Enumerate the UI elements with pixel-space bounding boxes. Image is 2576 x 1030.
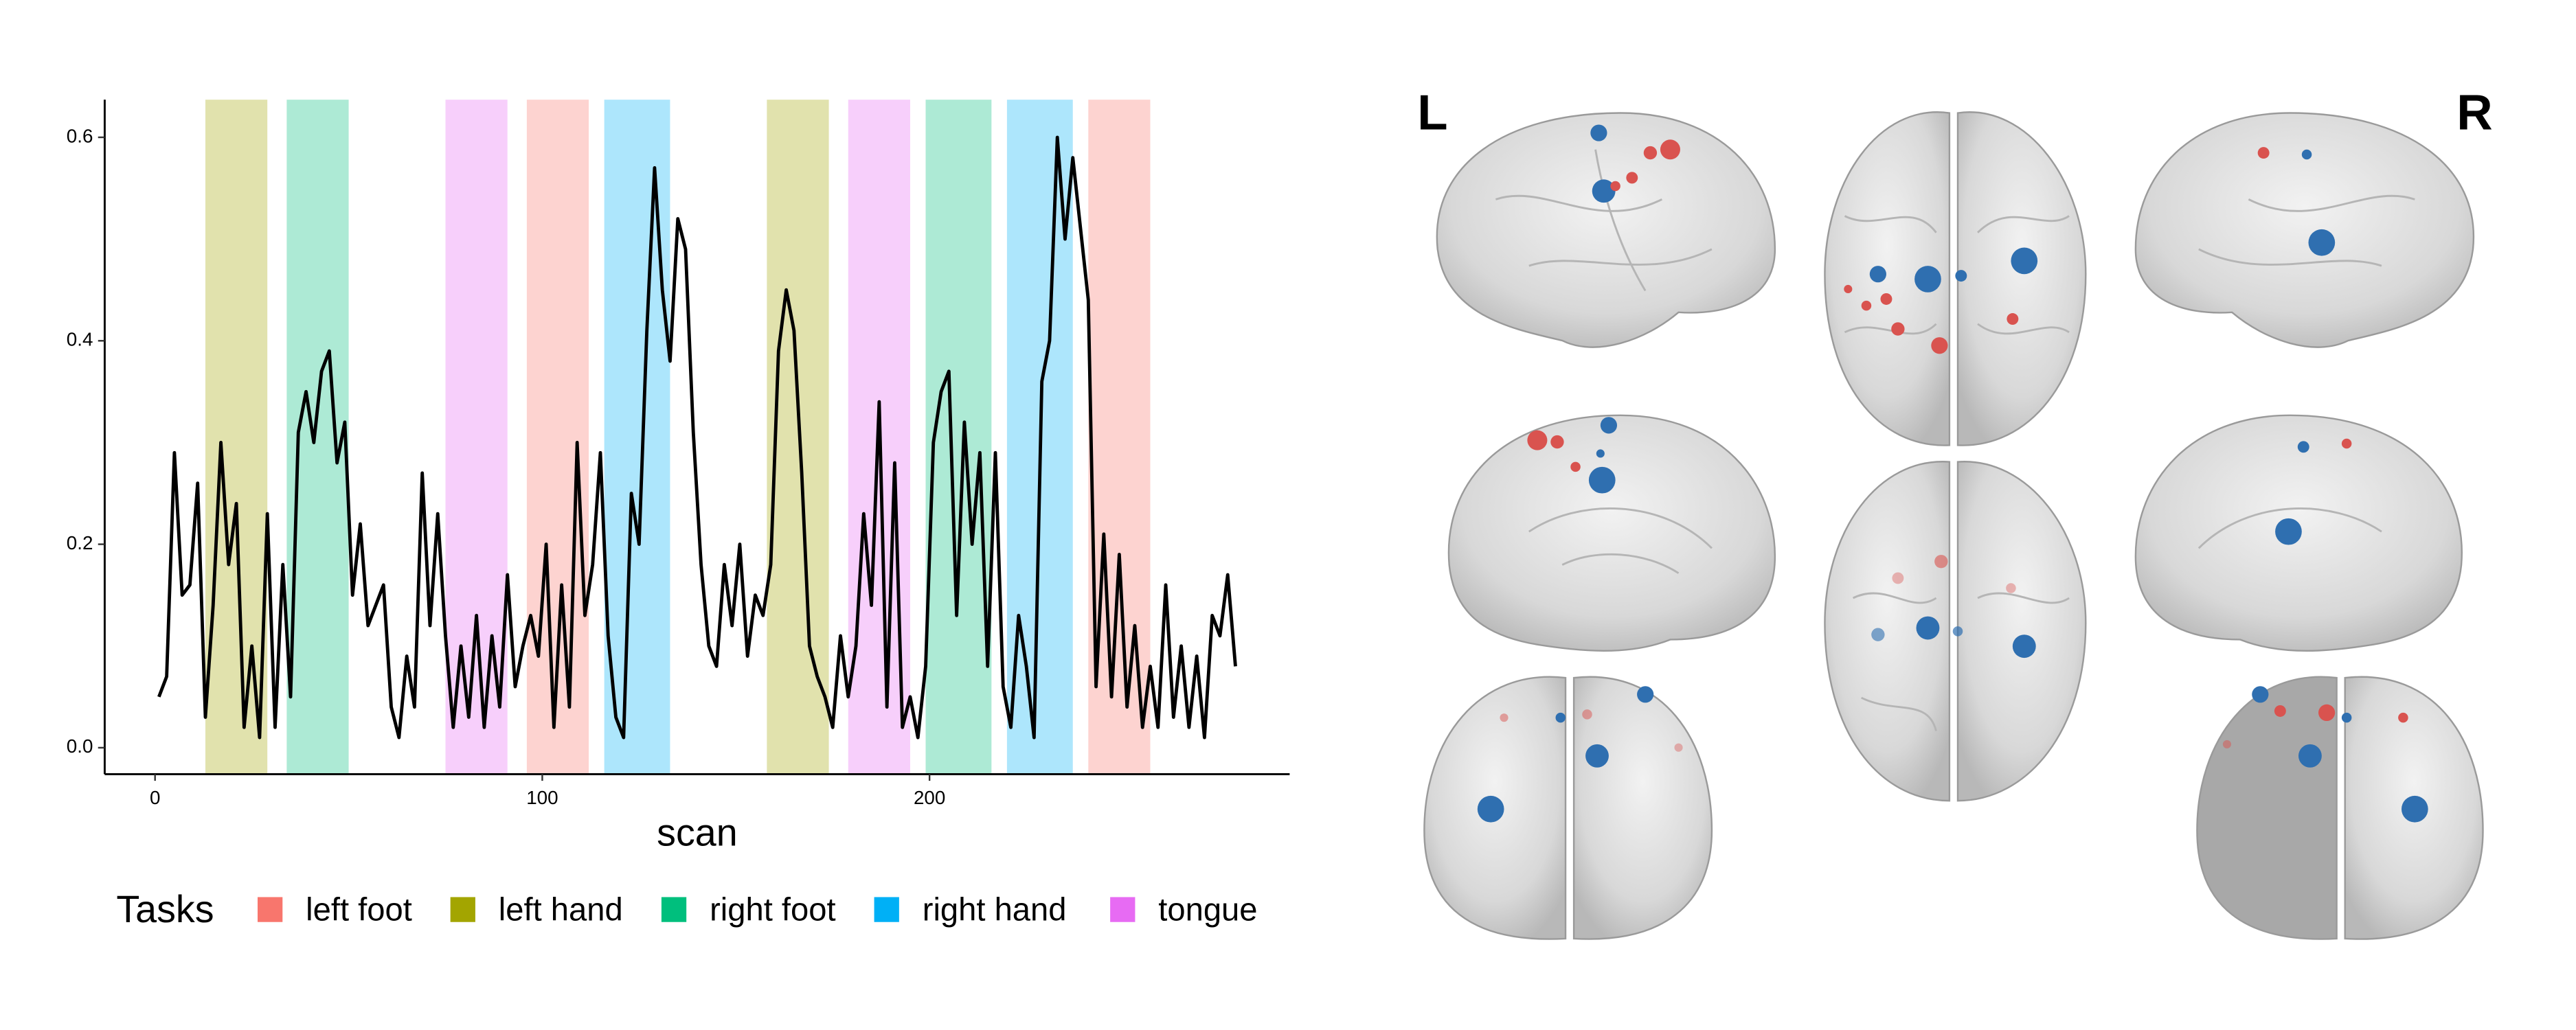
- chart: 0.0 0.2 0.4 0.6 0 100 200 scan Tasks left foot lef…: [67, 100, 1290, 930]
- y-tick-label: 0.4: [67, 329, 93, 350]
- legend-label: left hand: [499, 891, 623, 928]
- task-band: [767, 100, 829, 775]
- legend-swatch: [258, 897, 283, 922]
- brain-front-left: [1423, 676, 1713, 940]
- legend-label: right hand: [923, 891, 1067, 928]
- x-tick-label: 100: [526, 787, 558, 808]
- x-tick-label: 200: [914, 787, 945, 808]
- legend-swatch: [661, 897, 687, 922]
- legend-label: tongue: [1158, 891, 1257, 928]
- y-tick-label: 0.6: [67, 125, 93, 146]
- brain-medial-left: [1447, 414, 1776, 652]
- signal-line: [157, 135, 1237, 740]
- legend-title: Tasks: [116, 888, 214, 930]
- brain-top: [1824, 111, 2087, 446]
- task-band: [286, 100, 349, 775]
- left-label: L: [1417, 85, 1447, 141]
- task-band: [925, 100, 992, 775]
- brain-lateral-right: [2134, 112, 2475, 348]
- legend-label: left foot: [306, 891, 412, 928]
- right-label: R: [2456, 85, 2492, 141]
- brain-bottom: [1824, 461, 2087, 802]
- x-tick-label: 0: [150, 787, 160, 808]
- task-band: [445, 100, 508, 775]
- y-tick-label: 0.2: [67, 532, 93, 553]
- legend-label: right foot: [710, 891, 836, 928]
- y-tick-label: 0.0: [67, 735, 93, 757]
- x-axis-title: scan: [657, 812, 738, 854]
- task-band: [205, 100, 268, 775]
- legend-swatch: [874, 897, 899, 922]
- brain-views: L R: [1417, 85, 2493, 940]
- legend-swatch: [450, 897, 475, 922]
- legend-swatch: [1110, 897, 1136, 922]
- brain-front-right: [2196, 676, 2484, 940]
- brain-lateral-left: [1436, 112, 1776, 348]
- task-band: [604, 100, 670, 775]
- brain-medial-right: [2134, 414, 2463, 652]
